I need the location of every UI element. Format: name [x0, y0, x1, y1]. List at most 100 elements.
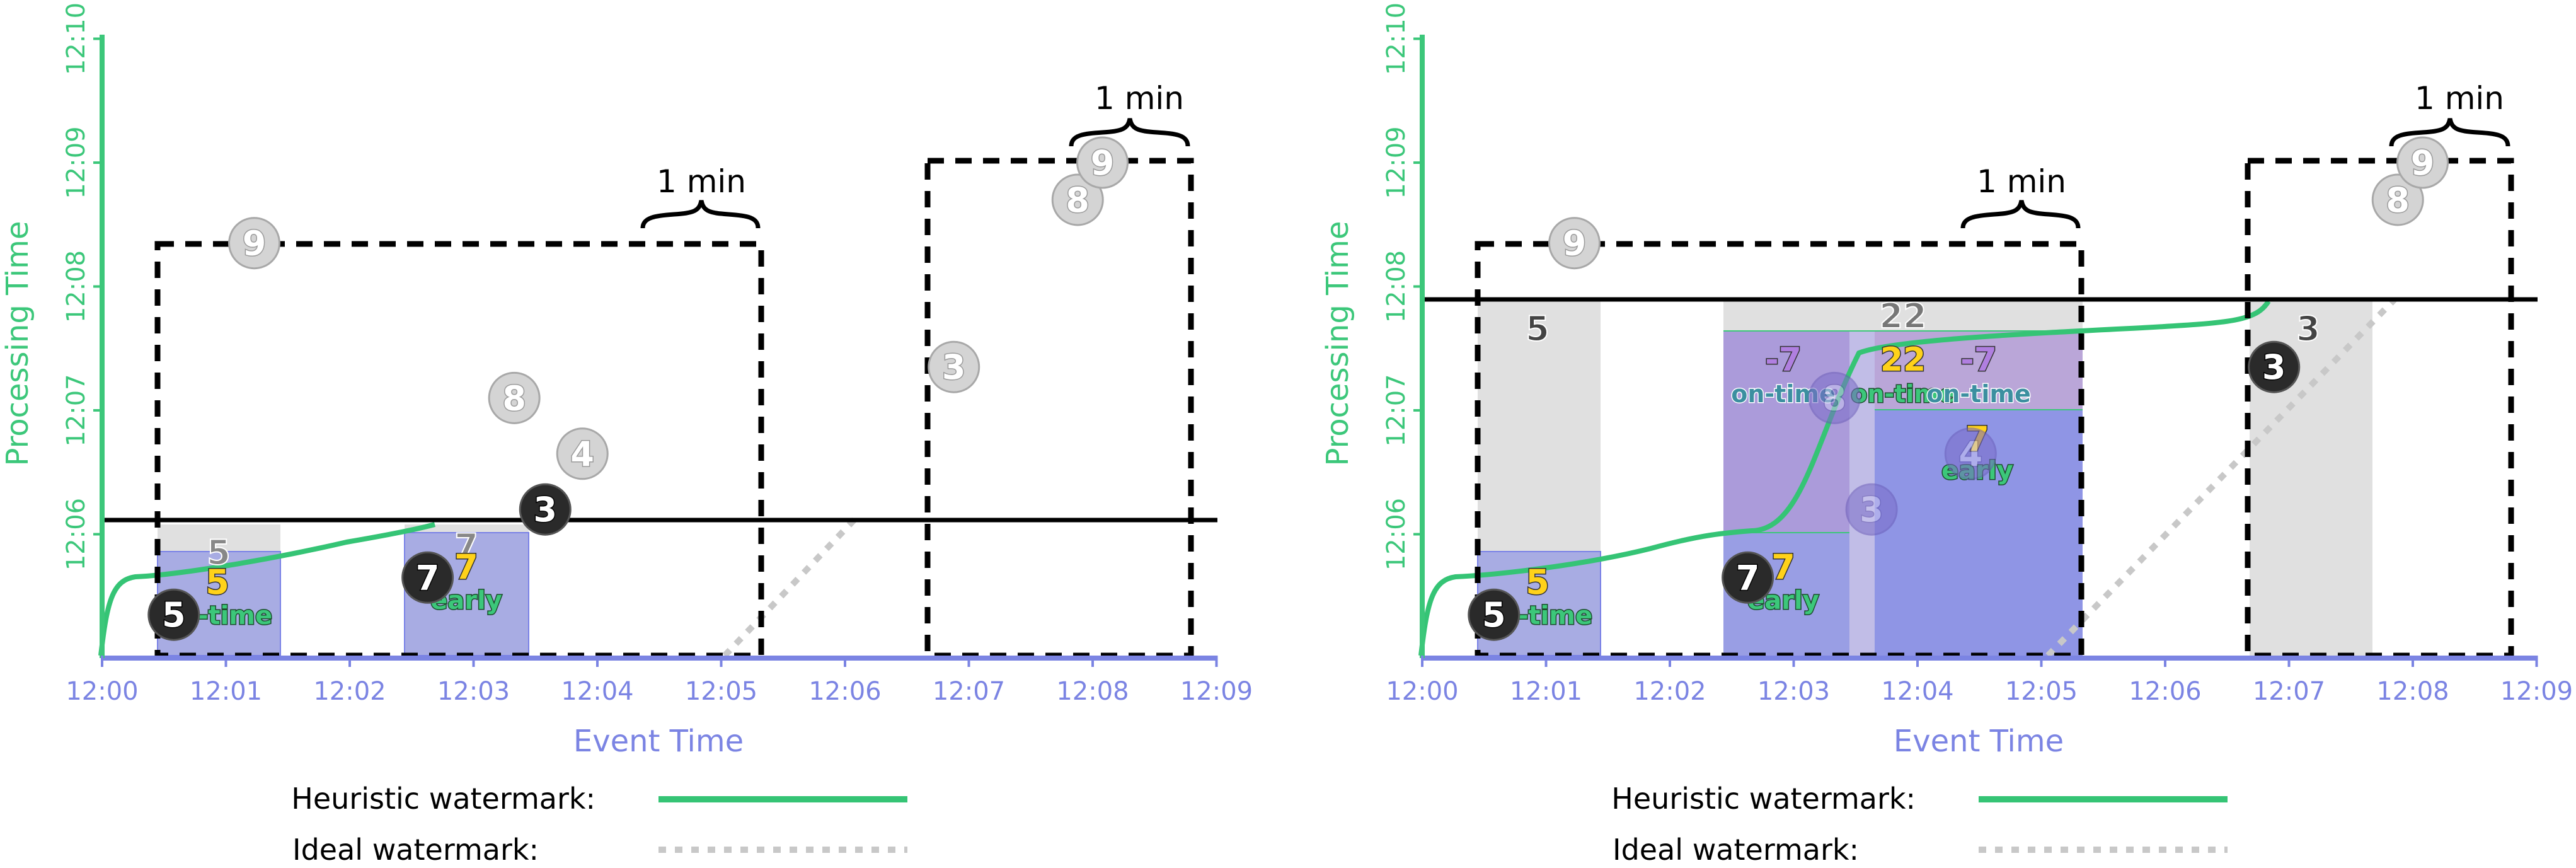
- x-tick-label: 12:07: [933, 677, 1005, 706]
- window-size-label: 1 min: [2415, 80, 2504, 117]
- x-tick-label: 12:07: [2253, 677, 2325, 706]
- data-element-circle: [1845, 483, 1898, 536]
- x-tick-label: 12:08: [2376, 677, 2449, 706]
- x-tick-label: 12:06: [2129, 677, 2201, 706]
- legend-left: Heuristic watermark: Ideal watermark:: [291, 782, 907, 867]
- data-element: 3: [1845, 483, 1898, 536]
- data-element: 7: [401, 551, 454, 604]
- y-tick-label: 12:06: [62, 498, 91, 570]
- data-element: 9: [1548, 217, 1601, 270]
- x-tick-label: 12:01: [190, 677, 262, 706]
- y-tick-label: 12:10: [1382, 3, 1411, 75]
- y-tick-label: 12:08: [1382, 250, 1411, 323]
- data-element: 4: [1944, 427, 1997, 480]
- result-value: -7: [1765, 341, 1802, 379]
- data-element-circle: [1076, 136, 1129, 189]
- data-element: 8: [1051, 173, 1104, 226]
- y-tick-labels: 12:06 12:07 12:08 12:09 12:10: [62, 3, 105, 570]
- data-element-value: 9: [1563, 224, 1587, 263]
- data-element: 8: [2371, 173, 2424, 226]
- result-value: 5: [1526, 562, 1550, 602]
- data-element-circle: [928, 340, 980, 393]
- data-element: 5: [147, 588, 200, 641]
- data-element-value: 3: [533, 490, 557, 529]
- y-axis-title: Processing Time: [1320, 221, 1355, 466]
- x-tick-label: 12:00: [1386, 677, 1458, 706]
- y-tick-label: 12:08: [62, 250, 91, 323]
- data-element-value: 8: [2386, 180, 2410, 220]
- data-element-circle: [1468, 588, 1521, 641]
- data-element-value: 3: [2262, 347, 2286, 387]
- brace: [640, 200, 761, 229]
- ideal-watermark-line: [722, 514, 860, 658]
- ideal-watermark-line: [2045, 297, 2397, 658]
- y-tick-label: 12:10: [62, 3, 91, 75]
- legend-ideal-label: Ideal watermark:: [292, 833, 539, 865]
- window-box: [924, 158, 1194, 659]
- y-tick-label: 12:06: [1382, 498, 1411, 570]
- window-size-label: 1 min: [1977, 163, 2066, 200]
- brace: [1960, 200, 2081, 229]
- x-tick-label: 12:00: [66, 677, 138, 706]
- data-element-circle: [147, 588, 200, 641]
- x-tick-label: 12:04: [1881, 677, 1953, 706]
- y-tick-label: 12:09: [62, 126, 91, 199]
- data-element-circle: [1722, 551, 1774, 604]
- panel-left: 1 min 1 min 5 5 on-time 7 7 early 984375…: [0, 3, 1253, 759]
- x-tick-label: 12:02: [313, 677, 386, 706]
- data-element-circle: [2396, 136, 2449, 189]
- data-element-value: 5: [1482, 595, 1506, 635]
- window-size-label: 1 min: [657, 163, 746, 200]
- pane-value: 22: [1879, 296, 1926, 336]
- y-tick-label: 12:09: [1382, 126, 1411, 199]
- legend-right: Heuristic watermark: Ideal watermark:: [1611, 782, 2228, 867]
- data-element-value: 7: [416, 558, 440, 598]
- result-value: -7: [1960, 341, 1997, 379]
- x-tick-label: 12:08: [1056, 677, 1129, 706]
- data-element: 9: [1076, 136, 1129, 189]
- x-tick-label: 12:03: [437, 677, 510, 706]
- data-element-value: 8: [1822, 378, 1846, 418]
- pane-purple: [1723, 331, 1849, 533]
- data-element-circle: [1944, 427, 1997, 480]
- brace: [1069, 118, 1190, 147]
- x-tick-label: 12:04: [561, 677, 633, 706]
- data-element: 7: [1722, 551, 1774, 604]
- x-tick-label: 12:01: [1510, 677, 1582, 706]
- pane-value: 5: [1526, 309, 1550, 349]
- data-element-circle: [228, 217, 280, 270]
- result-value: 7: [1771, 547, 1795, 587]
- y-tick-labels: 12:06 12:07 12:08 12:09 12:10: [1382, 3, 1425, 570]
- legend-heuristic-label: Heuristic watermark:: [1611, 782, 1916, 816]
- pane-value: 3: [2296, 309, 2320, 349]
- data-element: 3: [2248, 340, 2301, 393]
- data-element-value: 8: [502, 378, 526, 418]
- data-element-circle: [2248, 340, 2301, 393]
- y-tick-label: 12:07: [1382, 374, 1411, 446]
- data-element: 3: [928, 340, 980, 393]
- data-element-value: 9: [1091, 143, 1115, 183]
- data-element-value: 4: [1959, 434, 1983, 474]
- y-axis-title: Processing Time: [0, 221, 35, 466]
- data-element: 8: [1808, 371, 1861, 424]
- data-element-value: 3: [1860, 490, 1883, 529]
- data-element: 9: [2396, 136, 2449, 189]
- data-element-value: 9: [243, 224, 267, 263]
- x-axis-title: Event Time: [573, 724, 744, 759]
- data-element-circle: [1548, 217, 1601, 270]
- x-tick-label: 12:05: [685, 677, 757, 706]
- x-axis-title: Event Time: [1894, 724, 2064, 759]
- faded-pane-value: 7: [454, 526, 478, 566]
- x-tick-label: 12:06: [808, 677, 881, 706]
- result-value: 7: [454, 547, 478, 587]
- result-tag: on-time: [1851, 380, 1955, 408]
- faded-pane-value: 5: [207, 533, 231, 572]
- result-tag: on-time: [1926, 380, 2031, 408]
- data-element: 9: [228, 217, 280, 270]
- data-element-circle: [401, 551, 454, 604]
- legend-ideal-label: Ideal watermark:: [1613, 833, 1859, 865]
